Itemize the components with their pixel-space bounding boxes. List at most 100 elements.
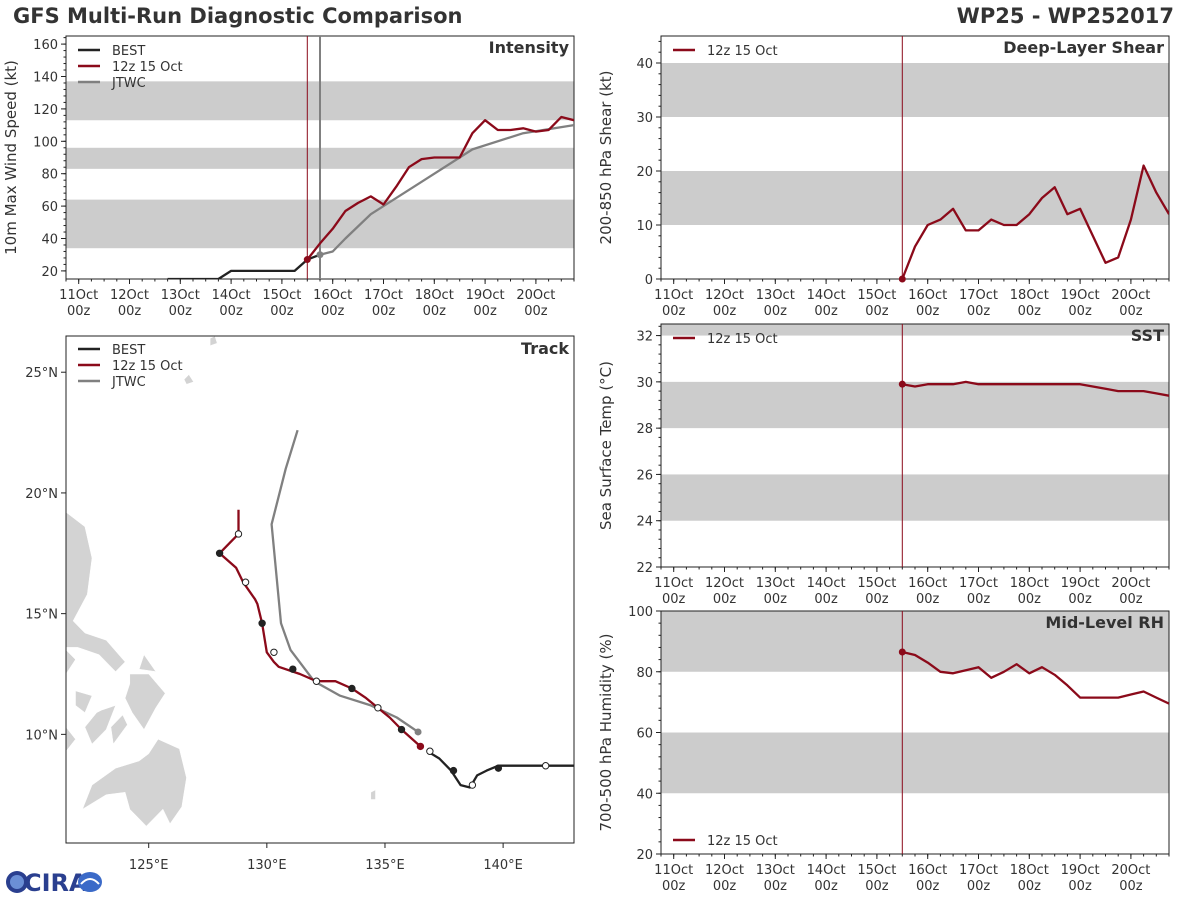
sst-xtick-day: 14Oct xyxy=(807,576,846,591)
intensity-xtick-hour: 00z xyxy=(169,304,193,319)
shear-ytick-label: 0 xyxy=(645,273,653,288)
sst-xtick-day: 12Oct xyxy=(705,576,744,591)
track-legend-label: BEST xyxy=(112,343,145,358)
track-jtwc-marker xyxy=(414,728,422,736)
track-series-best xyxy=(426,750,574,789)
sst-xtick-hour: 00z xyxy=(1119,592,1143,607)
track-gfs-marker xyxy=(374,704,382,712)
intensity-xtick-hour: 00z xyxy=(321,304,345,319)
track-gfs-marker xyxy=(215,549,224,557)
intensity-title: Intensity xyxy=(489,38,570,57)
sst-ylabel: Sea Surface Temp (°C) xyxy=(597,361,615,530)
intensity-panel: 2040608010012014016011Oct00z12Oct00z13Oc… xyxy=(2,35,575,319)
cira-logo: CIRA xyxy=(6,869,102,896)
shear-xtick-day: 18Oct xyxy=(1010,288,1049,303)
track-xtick-label: 140°E xyxy=(483,858,523,873)
shear-xtick-day: 19Oct xyxy=(1061,288,1100,303)
track-xtick-label: 125°E xyxy=(129,858,169,873)
shear-ytick-label: 40 xyxy=(636,57,653,72)
shear-panel: 01020304011Oct00z12Oct00z13Oct00z14Oct00… xyxy=(597,35,1170,319)
shear-ytick-label: 10 xyxy=(636,219,653,234)
intensity-xtick-hour: 00z xyxy=(118,304,142,319)
rh-panel: 2040608010011Oct00z12Oct00z13Oct00z14Oct… xyxy=(597,605,1170,894)
track-xtick-label: 135°E xyxy=(365,858,405,873)
shear-xtick-hour: 00z xyxy=(814,304,838,319)
intensity-series-gfs xyxy=(306,115,574,261)
sst-xtick-hour: 00z xyxy=(764,592,788,607)
shear-xtick-hour: 00z xyxy=(764,304,788,319)
intensity-xtick-day: 13Oct xyxy=(161,288,200,303)
shear-xtick-day: 12Oct xyxy=(705,288,744,303)
sst-xtick-hour: 00z xyxy=(814,592,838,607)
sst-series-gfs xyxy=(902,380,1169,397)
shear-band-1 xyxy=(661,63,1169,117)
rh-xtick-day: 14Oct xyxy=(807,863,846,878)
sst-title: SST xyxy=(1131,326,1164,345)
sst-xtick-hour: 00z xyxy=(1068,592,1092,607)
land-mass xyxy=(81,738,187,827)
intensity-xtick-day: 17Oct xyxy=(364,288,403,303)
intensity-xtick-hour: 00z xyxy=(423,304,447,319)
shear-xtick-day: 11Oct xyxy=(654,288,693,303)
intensity-ytick-label: 80 xyxy=(41,168,58,183)
sst-xtick-day: 18Oct xyxy=(1010,576,1049,591)
shear-xtick-hour: 00z xyxy=(662,304,686,319)
sst-xtick-day: 20Oct xyxy=(1111,576,1150,591)
storm-id: WP25 - WP252017 xyxy=(956,4,1174,28)
rh-ytick-label: 60 xyxy=(636,727,653,742)
intensity-ytick-label: 20 xyxy=(41,265,58,280)
sst-xtick-day: 17Oct xyxy=(959,576,998,591)
shear-xtick-hour: 00z xyxy=(916,304,940,319)
satellite-icon xyxy=(78,872,102,892)
globe-highlight xyxy=(10,875,24,889)
shear-legend-label: 12z 15 Oct xyxy=(707,44,778,59)
track-ytick-label: 15°N xyxy=(25,608,58,623)
rh-series-gfs xyxy=(902,650,1169,705)
shear-xtick-hour: 00z xyxy=(967,304,991,319)
intensity-xtick-day: 12Oct xyxy=(110,288,149,303)
intensity-xtick-day: 18Oct xyxy=(415,288,454,303)
track-ytick-label: 20°N xyxy=(25,487,58,502)
track-best-marker xyxy=(426,747,434,755)
sst-band-2 xyxy=(661,324,1169,336)
sst-xtick-day: 11Oct xyxy=(654,576,693,591)
intensity-ytick-label: 40 xyxy=(41,233,58,248)
rh-xtick-hour: 00z xyxy=(916,879,940,894)
sst-ytick-label: 24 xyxy=(636,515,653,530)
intensity-xtick-hour: 00z xyxy=(67,304,91,319)
sst-frame xyxy=(660,323,1170,568)
track-best-marker xyxy=(494,764,503,772)
intensity-init-marker xyxy=(303,256,311,264)
rh-ytick-label: 80 xyxy=(636,666,653,681)
sst-xtick-hour: 00z xyxy=(916,592,940,607)
track-series-gfs xyxy=(218,509,422,748)
track-best-marker xyxy=(468,781,477,789)
intensity-xtick-day: 20Oct xyxy=(516,288,555,303)
shear-xtick-day: 16Oct xyxy=(908,288,947,303)
track-xtick-label: 130°E xyxy=(247,858,287,873)
sst-xtick-day: 15Oct xyxy=(857,576,896,591)
track-series-jtwc xyxy=(270,429,419,733)
intensity-legend-label: JTWC xyxy=(111,76,146,91)
shear-band-0 xyxy=(661,171,1169,225)
rh-xtick-day: 17Oct xyxy=(959,863,998,878)
sst-xtick-day: 13Oct xyxy=(756,576,795,591)
rh-xtick-hour: 00z xyxy=(1119,879,1143,894)
intensity-legend-label: 12z 15 Oct xyxy=(112,60,183,75)
rh-xtick-day: 18Oct xyxy=(1010,863,1049,878)
intensity-ytick-label: 100 xyxy=(33,135,58,150)
track-gfs-marker xyxy=(348,684,356,693)
track-gfs-marker xyxy=(289,665,297,673)
land-mass xyxy=(124,673,166,730)
shear-xtick-hour: 00z xyxy=(865,304,889,319)
track-legend-label: 12z 15 Oct xyxy=(112,359,183,374)
rh-xtick-hour: 00z xyxy=(814,879,838,894)
track-gfs-marker xyxy=(234,530,243,538)
shear-xtick-hour: 00z xyxy=(1018,304,1042,319)
shear-title: Deep-Layer Shear xyxy=(1003,38,1164,57)
track-map-area xyxy=(66,336,574,827)
intensity-xtick-hour: 00z xyxy=(270,304,294,319)
shear-series-gfs xyxy=(901,164,1169,279)
sst-xtick-day: 19Oct xyxy=(1061,576,1100,591)
intensity-xtick-day: 19Oct xyxy=(466,288,505,303)
